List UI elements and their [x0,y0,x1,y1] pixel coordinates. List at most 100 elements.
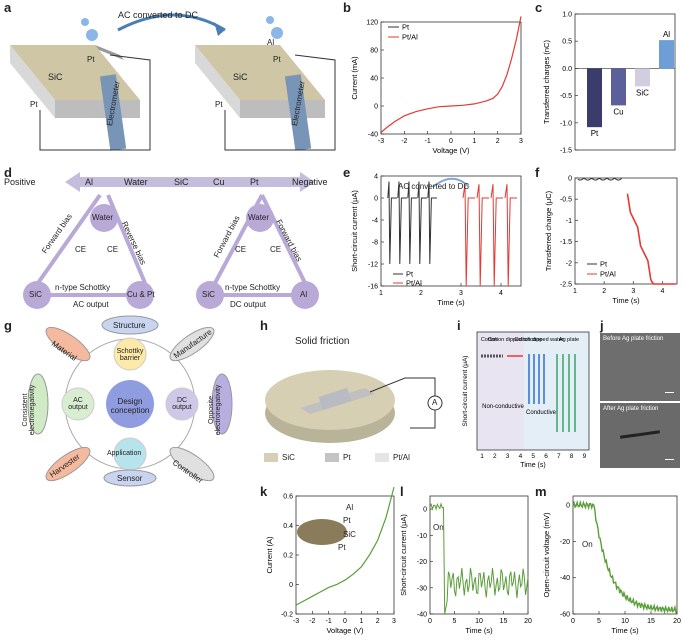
x-tick-label: 0 [428,618,432,625]
x-tick-label: 2 [376,618,380,625]
y-tick-label: 0 [423,507,427,514]
ptal-pulse [490,184,503,287]
panel-a-sic-right: SiC [233,72,248,82]
x-axis-label: Voltage (V) [432,146,470,155]
x-tick-label: 5 [531,453,535,460]
h-meter: A [432,398,438,407]
nonconductive-region [477,332,525,450]
panel-g-diagram [27,315,233,487]
h-legend-ptal: Pt/Al [393,453,410,462]
y-tick-label: -2.5 [560,282,572,289]
panel-label-c: c [535,0,543,15]
pt-pulse [417,181,427,265]
panel-a-title: AC converted to DC [118,10,199,20]
x-tick-label: 0 [449,138,453,145]
g-opposite: Opposite electronegativity [208,384,222,436]
h-legend-sic: SiC [282,453,295,462]
x-tick-label: 3 [392,618,396,625]
y-tick-label: -16 [368,284,378,291]
panel-label-m: m [535,484,547,499]
y-tick-label: 0 [374,196,378,203]
panel-a-pt-left: Pt [30,100,38,109]
x-tick-label: 15 [500,618,508,625]
y-tick-label: -40 [560,575,570,582]
bar-pt [587,68,602,128]
chart-e-title: AC converted to DC [398,182,470,191]
x-tick-label: 7 [557,453,561,460]
panel-d-series-al: Al [85,177,94,187]
panel-d-left-schottky: n-type Schottky [55,283,111,292]
y-axis-label: Current (A) [265,536,274,574]
legend-ptal: Pt/Al [600,270,616,279]
panel-label-j: j [600,318,604,333]
panel-a-al: Al [267,38,275,47]
y-tick-label: 0 [374,104,378,111]
ptal-pulse [462,184,475,287]
x-tick-label: 3 [459,290,463,297]
g-structure: Structure [113,321,146,330]
panel-label-i: i [457,318,461,333]
x-axis-label: Time (s) [611,626,639,635]
plot-frame [380,175,522,287]
panel-a-pt-top-right: Pt [273,55,281,64]
g-consistent: Consistent electronegativity [22,384,36,436]
panel-d-right-al: Al [300,290,308,299]
panel-d-left-sic: SiC [29,290,42,299]
x-tick-label: 4 [660,288,664,295]
x-tick-label: 15 [647,618,655,625]
bar-label: SiC [636,88,649,97]
y-tick-label: 0 [566,503,570,510]
x-tick-label: -1 [326,618,332,625]
pt-pulse [407,181,417,265]
bar-sic [635,68,650,87]
j-before-label: Before Ag plate friction [603,336,664,342]
panel-label-g: g [4,318,12,333]
x-tick-label: 0 [571,618,575,625]
x-tick-label: -2 [401,138,407,145]
x-tick-label: 1 [480,453,484,460]
y-tick-label: -8 [372,240,378,247]
h-legend-pt: Pt [343,453,351,462]
panel-label-f: f [535,165,540,180]
bar-al [659,40,674,69]
x-tick-label: 5 [453,618,457,625]
panel-a-pt-right: Pt [215,100,223,109]
x-tick-label: 2 [493,453,497,460]
y-tick-label: -40 [417,612,427,619]
x-tick-label: 6 [544,453,548,460]
series-ptal-line [380,16,522,134]
panel-d-left-cu-pt: Cu & Pt [127,290,155,299]
plot-frame [574,177,678,285]
g-schottky: Schottky barrier [116,348,144,362]
chart-l: 0 5 10 15 20 0 -10 -20 -30 -40 Time (s) Short-circu… [399,495,532,635]
y-tick-label: 0.5 [562,39,572,46]
g-ac: AC output [68,397,88,411]
panel-a-sic-left: SiC [48,72,63,82]
chart-b: -3 -2 -1 0 1 2 3 -40 0 40 80 120 Voltage (V) Current … [350,16,523,155]
x-tick-label: 4 [519,453,523,460]
legend-pt: Pt [406,270,414,279]
k-sic: SiC [343,530,356,539]
chart-k: -3 -2 -1 0 1 2 3 -0.2 0 0.2 0.4 0.6 Voltage (V) Curre… [265,486,396,635]
pt-pulse [387,181,397,265]
group-cotton: Cotton [481,337,497,343]
panel-label-k: k [260,484,268,499]
x-tick-label: -2 [309,618,315,625]
y-axis-label: Transferred charge (μC) [544,190,553,271]
x-tick-label: 1 [573,288,577,295]
g-center: Design conception [110,397,150,415]
plot-frame [574,13,676,151]
y-tick-label: 120 [366,20,378,27]
y-tick-label: -1.0 [560,120,572,127]
y-tick-label: 80 [370,48,378,55]
x-axis-label: Voltage (V) [326,626,364,635]
legend-pt: Pt [402,23,410,32]
ptal-line [626,193,676,285]
chart-e: 1 2 3 4 -16 -12 -8 -4 0 4 Time (s) Short-circuit cu… [350,174,522,307]
panel-d-right-output: DC output [230,300,267,309]
chart-c: -1.5 -1.0 -0.5 0.0 0.5 1.0 Transferred charges… [542,12,676,155]
x-tick-label: 1 [379,290,383,297]
x-tick-label: 10 [475,618,483,625]
panel-d-left-ce1: CE [75,245,87,254]
y-axis-label: Short-circuit current (μA) [399,514,408,596]
